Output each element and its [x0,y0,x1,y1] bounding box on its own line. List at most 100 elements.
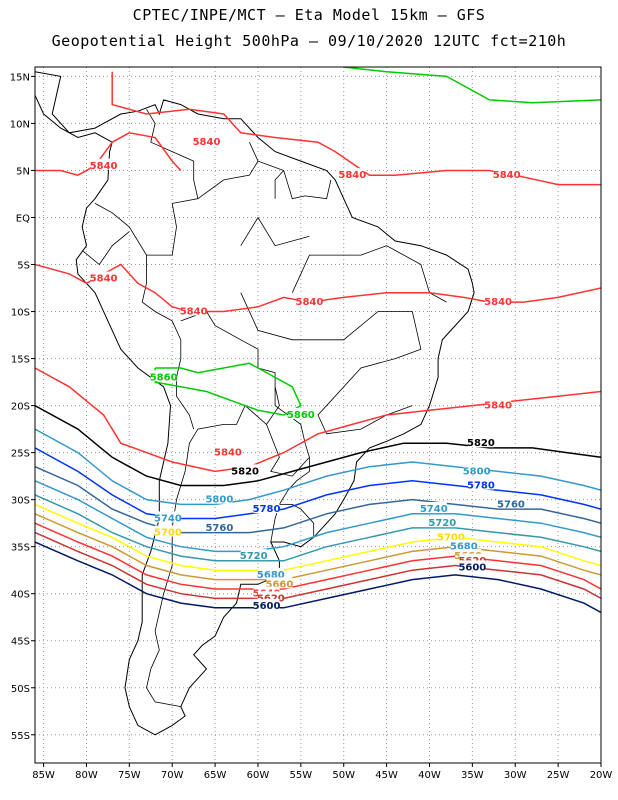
lon-tick-label: 35W [461,770,484,781]
contour-label-bg [193,135,220,147]
country-border [197,142,259,200]
contour-line [111,71,601,186]
lat-tick-label: 50S [11,684,30,695]
contour-label-bg [214,445,241,457]
lat-tick-label: 25S [11,449,30,460]
contour-label: 5700 [437,532,465,543]
contour-label-bg [459,553,486,565]
lon-tick-label: 40W [418,770,441,781]
contour-label-bg [154,511,181,523]
contour-label-bg [485,295,512,307]
contour-label-bg [257,591,284,603]
contour-label: 5840 [484,297,512,308]
lon-tick-label: 70W [161,770,184,781]
country-border [278,457,315,538]
contour-line [35,480,601,553]
contour-label: 5840 [493,170,521,181]
contour-line [35,513,601,581]
contour-line [35,404,601,487]
contour-label: 5840 [338,170,366,181]
lat-tick-label: 10S [11,308,30,319]
contour-label-bg [429,516,456,528]
contour-line [35,132,182,177]
contour-label-bg [450,539,477,551]
lat-tick-label: 55S [11,731,30,742]
contour-label: 5840 [90,161,118,172]
contour-label: 5740 [154,513,182,524]
contour-label: 5680 [450,542,478,553]
contour-label: 5800 [205,495,233,506]
lon-tick-label: 45W [375,770,398,781]
contour-label: 5820 [467,438,495,449]
contour-line [35,428,601,506]
country-border [274,170,284,199]
contour-label: 5840 [193,137,221,148]
contour-label-bg [90,271,117,283]
contour-label-bg [266,577,293,589]
contour-label: 5600 [458,562,486,573]
contour-label-bg [154,525,181,537]
lon-tick-label: 80W [75,770,98,781]
lat-tick-label: 5S [17,261,30,272]
contour-label-bg [232,464,259,476]
contour-label: 5600 [253,601,281,612]
coastline [35,71,475,736]
contour-label-bg [206,520,233,532]
contour-label: 5860 [150,372,178,383]
contour-label: 5720 [428,518,456,529]
map-frame [34,66,602,764]
contour-label: 5820 [231,466,259,477]
contour-label-bg [253,598,280,610]
contour-label-bg [459,560,486,572]
contour-labels: 5840 5840 5840 5840 5840 5840 5840 5840 5840 5840… [90,135,525,612]
contour-label-bg [90,158,117,170]
contour-label: 5800 [463,466,491,477]
contour-label: 5620 [257,593,285,604]
lon-tick-label: 55W [290,770,313,781]
lat-tick-label: 5N [16,166,30,177]
lat-tick-label: 10N [10,119,30,130]
contour-line [154,362,302,416]
contour-line [35,447,601,520]
contour-line [35,466,601,534]
contour-label-bg [493,168,520,180]
contour-label-bg [420,502,447,514]
contour-label-bg [296,295,323,307]
contour-label-bg [206,492,233,504]
lat-tick-label: EQ [16,213,30,224]
contour-label-bg [287,408,314,419]
lon-tick-label: 20W [590,770,613,781]
country-border [240,216,310,247]
lon-tick-label: 50W [332,770,355,781]
lat-tick-label: 15S [11,355,30,366]
contour-label: 5780 [467,481,495,492]
lon-tick-label: 30W [504,770,527,781]
contour-line [343,67,601,104]
contour-label-bg [257,567,284,579]
contour-label: 5840 [90,274,118,285]
contour-label-bg [253,502,280,514]
contour-label: 5840 [214,448,242,459]
country-border [257,160,332,200]
lon-tick-label: 25W [547,770,570,781]
contour-label: 5840 [484,401,512,412]
country-border [94,109,199,256]
contour-label: 5700 [154,528,182,539]
contour-label-bg [463,464,490,476]
lat-tick-label: 30S [11,496,30,507]
contour-line [35,522,601,590]
contour-line [35,367,601,473]
contour-label-bg [180,304,207,316]
lon-tick-label: 60W [247,770,270,781]
contour-label-bg [240,549,267,561]
contour-label-bg [497,497,524,509]
contour-label: 5840 [296,297,324,308]
lon-tick-label: 65W [204,770,227,781]
contour-label: 5740 [420,504,448,515]
lat-tick-label: 45S [11,637,30,648]
contour-label: 5860 [287,410,315,421]
axis-ticks: 15N 10N 5N EQ 5S 10S 15S 20S 25S 30S 35S 40S 45S 50S 5… [10,72,613,781]
lat-tick-label: 20S [11,402,30,413]
country-border [141,255,195,430]
